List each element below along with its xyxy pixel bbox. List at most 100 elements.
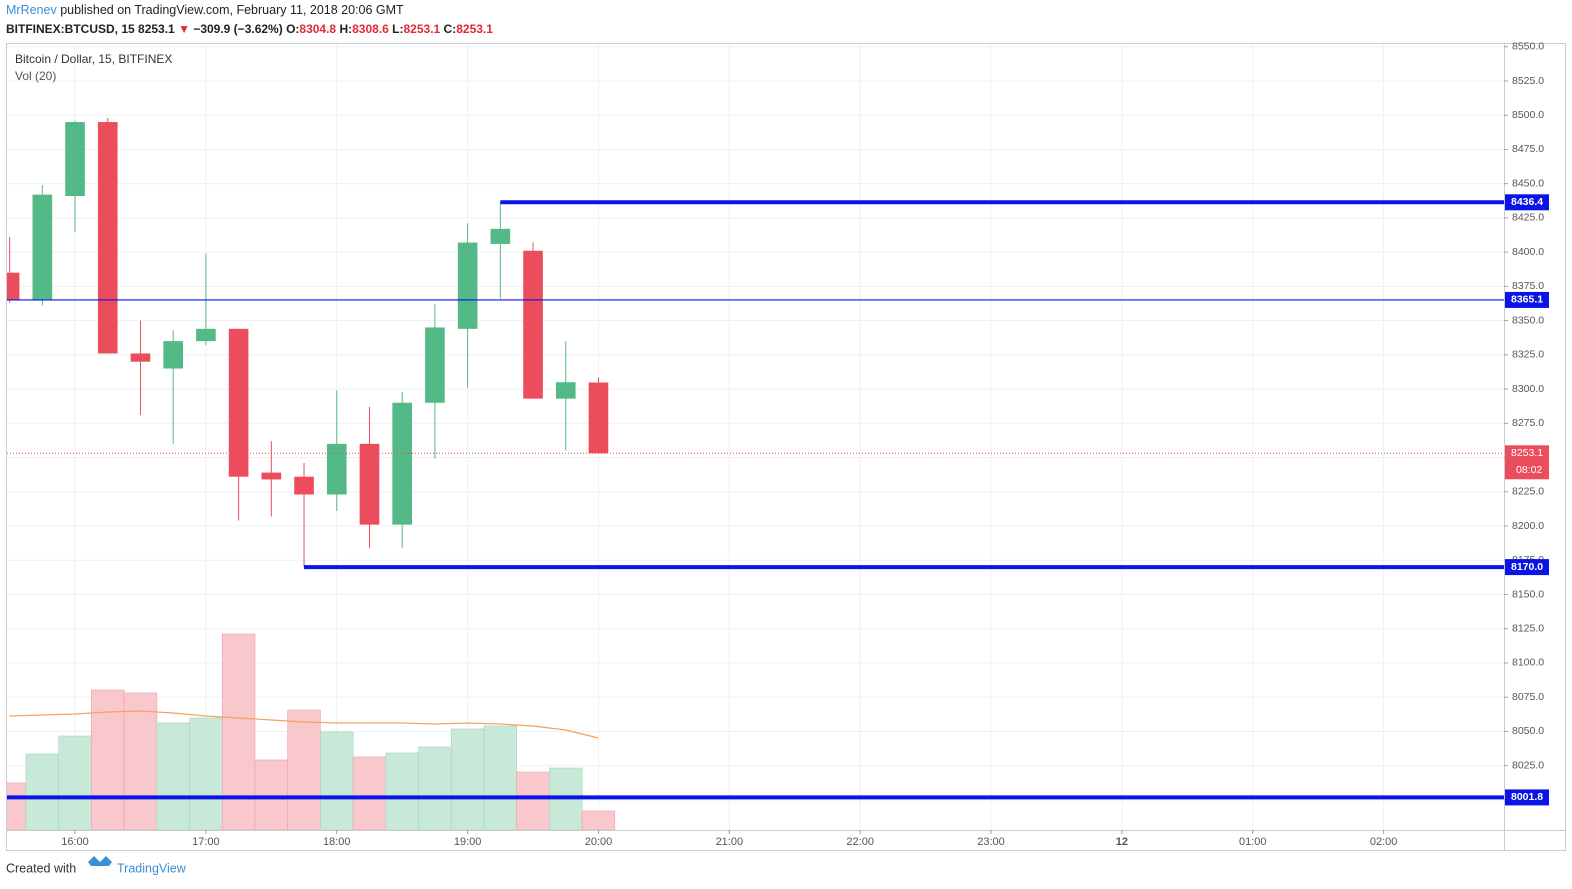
x-tick-label: 12 [1116,836,1128,848]
volume-bar [221,633,256,830]
volume-bar [450,728,485,830]
y-tick-label: 8225.0 [1512,486,1544,498]
volume-bar [25,753,59,830]
candle-body [555,382,576,399]
y-tick-label: 8350.0 [1512,314,1544,326]
x-tick-label: 23:00 [977,836,1005,848]
y-tick-label: 8150.0 [1512,588,1544,600]
volume-bar [385,752,419,830]
x-tick-label: 16:00 [61,836,89,848]
ohlc-line: BITFINEX:BTCUSD, 15 8253.1 ▼ −309.9 (−3.… [6,22,493,36]
countdown: 08:02 [1516,464,1542,476]
x-tick-label: 21:00 [716,836,744,848]
x-tick-label: 01:00 [1239,836,1267,848]
candle-body [326,443,347,495]
chart-title: Bitcoin / Dollar, 15, BITFINEX [15,52,172,66]
y-tick-label: 8325.0 [1512,349,1544,361]
change: −309.9 (−3.62%) [193,22,283,36]
candle-body [523,250,543,399]
level-box [1505,291,1549,308]
y-tick-label: 8500.0 [1512,109,1544,121]
c: 8253.1 [456,22,493,36]
author[interactable]: MrRenev [6,3,57,17]
y-tick-label: 8425.0 [1512,212,1544,224]
volume-bar [123,692,158,830]
x-tick-label: 17:00 [192,836,220,848]
candle-body [425,327,445,403]
volume-bar [516,771,550,830]
last: 8253.1 [138,22,175,36]
down-arrow: ▼ [178,22,190,36]
candle-body [7,272,20,301]
level-label: 8001.8 [1511,791,1543,803]
y-tick-label: 8025.0 [1512,759,1544,771]
footer-created: Created with [6,861,76,875]
volume-ma [9,710,599,739]
last-price-box [1505,445,1549,480]
volume-bar [58,735,92,830]
volume-bar [156,722,190,830]
h: 8308.6 [352,22,389,36]
level-label: 8436.4 [1511,196,1543,208]
x-tick-label: 22:00 [846,836,874,848]
publish-line: MrRenev published on TradingView.com, Fe… [6,3,404,17]
y-tick-label: 8300.0 [1512,383,1544,395]
volume-bar [483,725,517,830]
level-box [1505,559,1549,576]
x-tick-label: 18:00 [323,836,351,848]
y-tick-label: 8550.0 [1512,41,1544,53]
h-label: H: [339,22,353,36]
level-box [1505,194,1549,211]
c-label: C: [443,22,457,36]
symbol: BITFINEX:BTCUSD, 15 [6,22,135,36]
candle-body [490,228,511,244]
candle-body [392,402,413,525]
y-tick-label: 8400.0 [1512,246,1544,258]
candle-body [457,242,478,329]
volume-bar [581,810,616,830]
candle-body [294,476,314,495]
y-tick-label: 8100.0 [1512,657,1544,669]
candle-body [228,328,249,477]
candle-body [130,353,151,362]
y-tick-label: 8375.0 [1512,280,1544,292]
volume-bar [189,717,223,830]
o-label: O: [286,22,300,36]
y-tick-label: 8525.0 [1512,75,1544,87]
level-label: 8365.1 [1511,294,1543,306]
y-tick-label: 8475.0 [1512,143,1544,155]
volume-bar [418,746,452,830]
candle-body [196,328,216,342]
last-price-label: 8253.1 [1511,447,1543,459]
y-tick-label: 8050.0 [1512,725,1544,737]
published: published on TradingView.com, February 1… [60,3,404,17]
o: 8304.8 [299,22,337,36]
volume-label: Vol (20) [15,69,56,83]
y-tick-label: 8450.0 [1512,177,1544,189]
y-tick-label: 8200.0 [1512,520,1544,532]
footer-brand[interactable]: TradingView [117,861,187,875]
volume-bar [320,731,354,830]
level-box [1505,789,1549,806]
x-tick-label: 02:00 [1370,836,1398,848]
candle-body [261,472,282,480]
candle-body [163,341,184,369]
volume-bar [352,756,387,830]
volume-bar [7,782,27,830]
volume-bar [287,709,321,830]
tv-logo [88,856,112,866]
l-label: L: [392,22,404,36]
x-tick-label: 20:00 [585,836,613,848]
candle-body [65,122,85,196]
volume-bar [254,759,288,830]
y-tick-label: 8275.0 [1512,417,1544,429]
volume-bar [91,689,125,830]
frame [6,43,1566,851]
candle-body [32,194,53,301]
candle-body [588,382,609,454]
candle-body [97,122,118,354]
y-tick-label: 8125.0 [1512,622,1544,634]
level-label: 8170.0 [1511,561,1543,573]
